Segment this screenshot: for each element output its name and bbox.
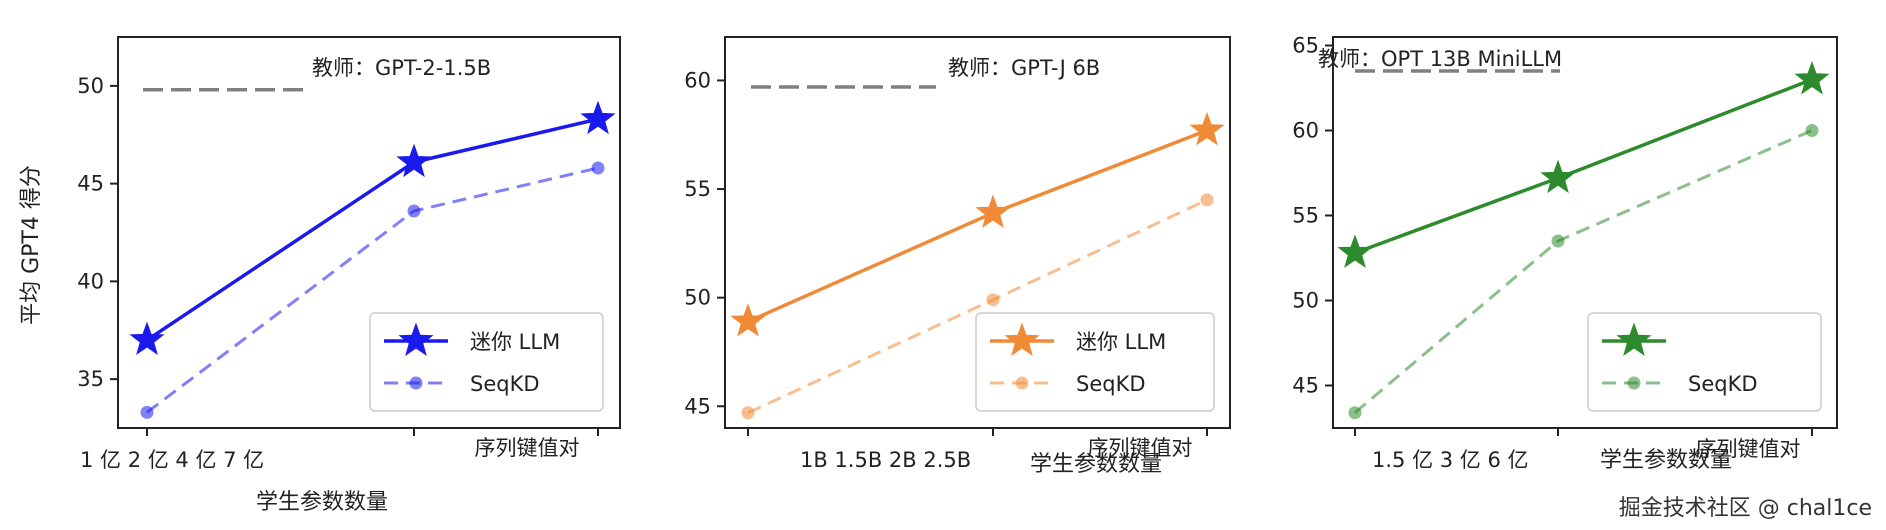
data-point-star [1540, 159, 1576, 194]
x-axis-title: 学生参数数量 [1600, 448, 1732, 473]
data-point-star [975, 194, 1011, 228]
x-axis-title: 学生参数数量 [256, 490, 388, 515]
data-point-dot [1348, 406, 1362, 420]
overlay-label: 序列键值对 [475, 436, 580, 460]
chart-panel-2: 45 50 55 60 教师：GPT-J 6B 迷你 LLM SeqKD 序列键值对 1B 1.… [684, 36, 1231, 477]
data-point-star [129, 321, 165, 355]
legend-label-seqkd: SeqKD [1688, 372, 1758, 396]
y-tick-label: 45 [1292, 374, 1319, 398]
y-tick-label: 45 [77, 172, 104, 196]
data-point-star [396, 143, 432, 178]
data-point-dot [986, 293, 1000, 307]
y-tick-label: 50 [684, 286, 711, 310]
legend-box [975, 312, 1215, 412]
y-tick-label: 55 [1292, 204, 1319, 228]
y-tick-label: 60 [684, 68, 711, 92]
data-point-dot [1200, 193, 1214, 207]
series-line-minillm [146, 117, 599, 342]
legend-dot-icon [409, 376, 423, 390]
legend-label-seqkd: SeqKD [1076, 372, 1146, 396]
data-point-dot [741, 406, 755, 420]
y-tick-label: 65 [1292, 34, 1319, 58]
x-axis-title: 学生参数数量 [1030, 452, 1162, 477]
y-tick-label: 35 [77, 367, 104, 391]
watermark: 掘金技术社区 @ chal1ce [1618, 496, 1872, 521]
legend-label-minillm: 迷你 LLM [1076, 330, 1166, 354]
data-point-star [1794, 61, 1830, 95]
teacher-label: 教师：GPT-J 6B [948, 56, 1100, 80]
y-tick-label: 40 [77, 269, 104, 293]
series-line-minillm [747, 128, 1208, 324]
y-tick-label: 50 [77, 74, 104, 98]
data-point-dot [1805, 124, 1819, 137]
y-tick-label: 60 [1292, 119, 1319, 143]
legend-star-icon [1004, 322, 1040, 356]
y-tick-label: 50 [1292, 289, 1319, 313]
legend-star-icon [398, 322, 434, 356]
plot-frame [724, 36, 1231, 429]
legend-dot-icon [1627, 376, 1641, 390]
data-point-star [1189, 111, 1225, 146]
data-point-dot [140, 405, 154, 419]
x-tick-labels: 1B 1.5B 2B 2.5B [800, 448, 971, 472]
overlay-label: 序列键值对 [1696, 437, 1801, 461]
y-tick-label: 55 [684, 177, 711, 201]
teacher-label: 教师：GPT-2-1.5B [312, 56, 491, 80]
data-point-star [1337, 234, 1373, 268]
y-axis-title: 平均 GPT4 得分 [19, 165, 44, 325]
data-point-dot [591, 161, 605, 175]
x-tick-labels: 1.5 亿 3 亿 6 亿 [1372, 448, 1529, 472]
data-point-dot [1551, 234, 1565, 248]
data-point-dot [407, 204, 421, 218]
chart-panel-1: 35 40 45 50 教师：GPT-2-1.5B 迷你 LLM SeqKD 序列键值对 1 亿… [77, 36, 621, 515]
data-point-star [730, 303, 766, 337]
legend-label-minillm: 迷你 LLM [470, 330, 560, 354]
legend-box [1587, 312, 1822, 412]
x-tick-labels: 1 亿 2 亿 4 亿 7 亿 [80, 448, 264, 472]
legend-box [369, 312, 604, 412]
plot-frame [117, 36, 621, 429]
teacher-label: 教师：OPT 13B MiniLLM [1318, 47, 1562, 71]
overlay-label: 序列键值对 [1088, 436, 1193, 460]
legend-star-icon [1616, 322, 1652, 356]
y-tick-label: 45 [684, 394, 711, 418]
legend-dot-icon [1015, 376, 1029, 390]
legend-label-seqkd: SeqKD [470, 372, 540, 396]
data-point-star [580, 100, 616, 135]
series-line-minillm [1354, 77, 1813, 255]
plot-frame [1332, 36, 1838, 429]
